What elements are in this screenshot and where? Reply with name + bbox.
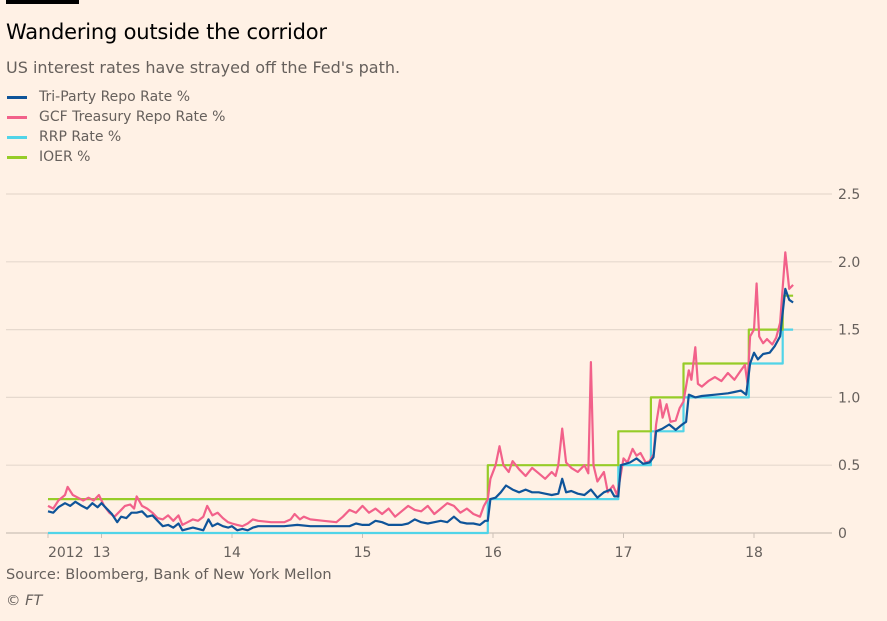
x-tick-label: 16 [484,545,502,561]
legend-swatch-tri-party [7,95,27,99]
x-tick-label: 13 [93,545,111,561]
y-tick-label: 2.0 [838,255,860,271]
x-tick-label: 14 [223,545,241,561]
legend-swatch-ioer [7,155,27,159]
gcf-treasury-repo-line [47,251,794,528]
legend-label: Tri-Party Repo Rate % [39,89,191,105]
legend: Tri-Party Repo Rate % GCF Treasury Repo … [6,87,225,167]
x-tick-label: 17 [615,545,633,561]
rrp-rate-line [48,328,794,535]
legend-label: GCF Treasury Repo Rate % [39,109,226,125]
legend-swatch-gcf [7,115,27,119]
legend-item-ioer: IOER % [6,147,225,167]
ioer-line [48,294,794,501]
chart-subtitle: US interest rates have strayed off the F… [6,58,401,77]
legend-label: RRP Rate % [39,129,122,145]
legend-item-gcf: GCF Treasury Repo Rate % [6,107,225,127]
copyright-note: © FT [6,593,43,609]
y-axis-ticks: 0 0.5 1.0 1.5 2.0 2.5 [838,187,860,542]
series-lines [47,251,794,535]
x-tick-label: 15 [354,545,372,561]
tri-party-repo-line [47,287,794,532]
chart-title: Wandering outside the corridor [6,20,327,44]
x-tick-label: 18 [745,545,763,561]
y-tick-label: 0 [838,526,847,542]
legend-swatch-rrp [7,135,27,139]
x-axis-ticks: 2012 13 14 15 16 17 18 [47,533,763,561]
ft-brand-bar [6,0,79,4]
y-tick-label: 1.0 [838,390,860,406]
x-tick-label: 2012 [48,545,84,561]
y-tick-label: 1.5 [838,323,860,339]
y-tick-label: 0.5 [838,458,860,474]
legend-item-rrp: RRP Rate % [6,127,225,147]
legend-item-tri-party: Tri-Party Repo Rate % [6,87,225,107]
legend-label: IOER % [39,149,91,165]
y-tick-label: 2.5 [838,187,860,203]
source-note: Source: Bloomberg, Bank of New York Mell… [6,567,332,583]
